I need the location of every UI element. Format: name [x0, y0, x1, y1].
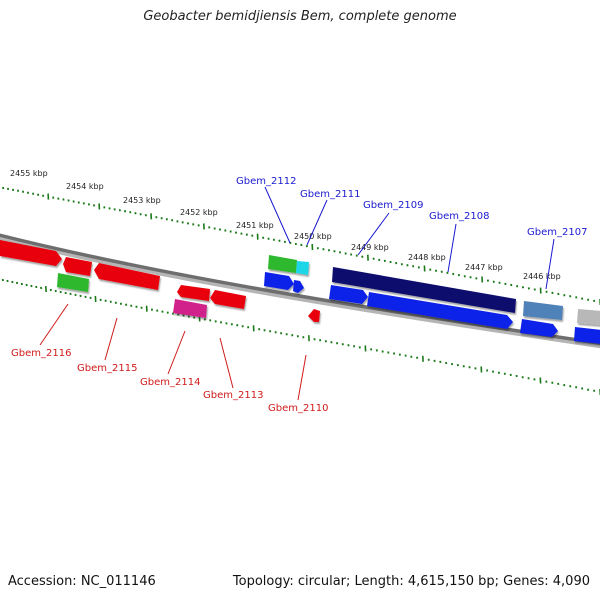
gene-neighbor-box[interactable] [577, 309, 600, 325]
kbp-label: 2446 kbp [523, 272, 561, 281]
gene-gbem-2114-box[interactable] [173, 299, 207, 318]
gene-gbem-2111-arrow[interactable] [264, 272, 294, 290]
gene-gbem-2110-arrow[interactable] [308, 309, 320, 322]
gene-gbem-2113-b-arrow[interactable] [210, 290, 246, 309]
kbp-label: 2451 kbp [236, 221, 274, 230]
gene-gbem-2108-arrow[interactable] [367, 292, 513, 329]
gene-gbem-2108-box[interactable] [332, 267, 516, 313]
gene-gbem-2112-box[interactable] [268, 255, 297, 273]
leader-line [104, 317, 118, 361]
gene-label-gbem-2113[interactable]: Gbem_2113 [203, 390, 263, 401]
leader-line [219, 337, 234, 389]
kbp-label: 2448 kbp [408, 253, 446, 262]
gene-label-gbem-2110[interactable]: Gbem_2110 [268, 403, 328, 414]
leader-line [447, 223, 457, 273]
gene-gbem-2110-small-arrow[interactable] [293, 280, 304, 293]
gene-neighbor-arrow[interactable] [574, 327, 600, 344]
gene-gbem-2113-a-arrow[interactable] [177, 285, 210, 301]
gene-label-gbem-2107[interactable]: Gbem_2107 [527, 227, 587, 238]
map-title: Geobacter bemidjiensis Bem, complete gen… [143, 9, 457, 24]
kbp-label: 2453 kbp [123, 196, 161, 205]
leader-line [306, 199, 328, 246]
kbp-label: 2449 kbp [351, 243, 389, 252]
gene-gbem-2116-arrow[interactable] [0, 240, 62, 266]
gene-label-gbem-2109[interactable]: Gbem_2109 [363, 200, 423, 211]
leader-line [357, 212, 390, 256]
reverse-strand-genes [57, 272, 600, 344]
gene-gbem-2107-arrow[interactable] [520, 319, 558, 337]
gene-gbem-2115-arrow[interactable] [63, 257, 92, 276]
gene-label-gbem-2112[interactable]: Gbem_2112 [236, 176, 296, 187]
outer-tick-track [2, 186, 600, 306]
kbp-scale-labels: 2455 kbp 2454 kbp 2453 kbp 2452 kbp 2451… [10, 169, 561, 281]
gene-gbem-2109-arrow[interactable] [329, 285, 368, 304]
gene-gbem-2107-box[interactable] [523, 301, 563, 320]
gene-gbem-2116-box[interactable] [57, 273, 89, 292]
accession-text: Accession: NC_011146 [8, 574, 156, 589]
genome-backbone [0, 233, 600, 346]
forward-strand-genes [0, 240, 600, 325]
gene-gbem-2111-box[interactable] [296, 261, 309, 275]
reverse-gene-labels: Gbem_2116 Gbem_2115 Gbem_2114 Gbem_2113 … [11, 303, 328, 414]
kbp-label: 2447 kbp [465, 263, 503, 272]
gene-label-gbem-2111[interactable]: Gbem_2111 [300, 189, 360, 200]
genome-backbone-shadow [0, 234, 600, 349]
leader-line [264, 186, 291, 244]
leader-line [167, 330, 186, 375]
gene-label-gbem-2114[interactable]: Gbem_2114 [140, 377, 200, 388]
kbp-label: 2454 kbp [66, 182, 104, 191]
forward-gene-labels: Gbem_2112 Gbem_2111 Gbem_2109 Gbem_2108 … [236, 176, 587, 290]
inner-tick-track [1, 278, 600, 396]
kbp-label: 2452 kbp [180, 208, 218, 217]
gene-label-gbem-2115[interactable]: Gbem_2115 [77, 363, 137, 374]
topology-text: Topology: circular; Length: 4,615,150 bp… [232, 574, 590, 589]
gene-label-gbem-2116[interactable]: Gbem_2116 [11, 348, 71, 359]
leader-line [297, 354, 307, 401]
leader-line [545, 238, 555, 290]
leader-line [39, 303, 69, 346]
gene-gbem-2114-arrow[interactable] [94, 263, 160, 290]
kbp-label: 2450 kbp [294, 232, 332, 241]
gene-label-gbem-2108[interactable]: Gbem_2108 [429, 211, 489, 222]
kbp-label: 2455 kbp [10, 169, 48, 178]
